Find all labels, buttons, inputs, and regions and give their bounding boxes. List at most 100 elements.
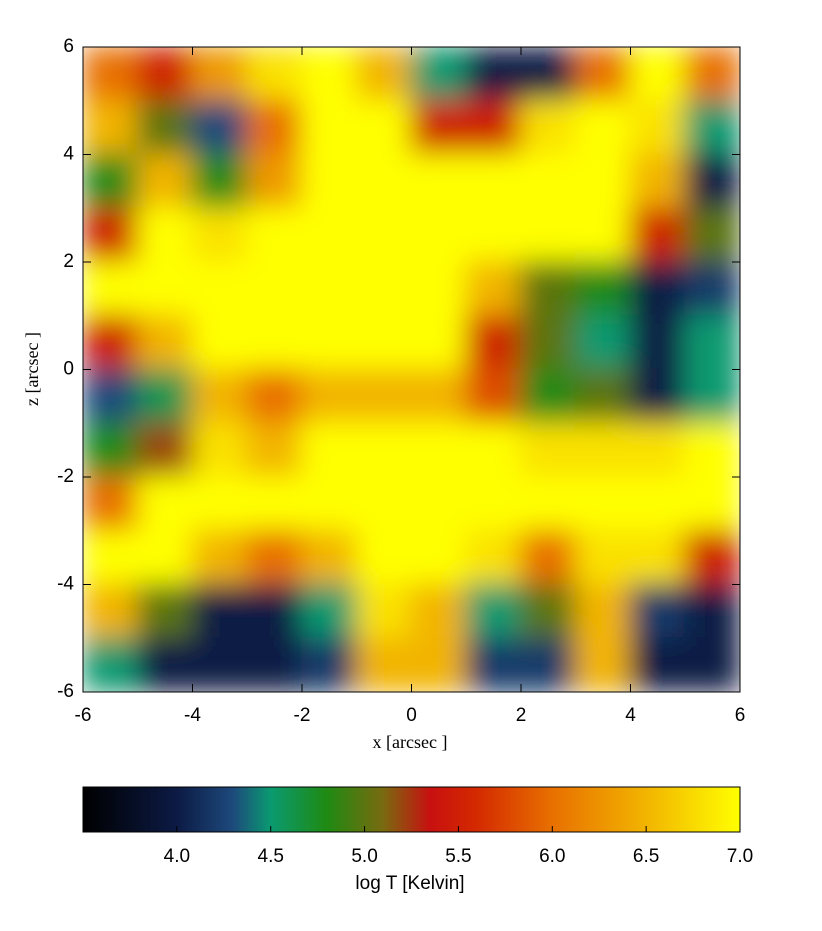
heat-cell [465, 99, 522, 156]
heat-cell [520, 368, 577, 425]
y-axis-label: z [arcsec ] [22, 332, 42, 406]
heat-cell [465, 529, 522, 586]
heat-cell [191, 153, 249, 210]
heat-cell [410, 637, 468, 692]
heat-cell [465, 153, 522, 210]
heat-cell [574, 207, 632, 263]
heat-cell [83, 476, 139, 532]
heat-cell [83, 261, 139, 317]
heat-cell [574, 637, 632, 692]
heat-cell [520, 314, 577, 371]
heat-cell [574, 153, 632, 210]
heat-cell [629, 99, 687, 156]
heat-cell [246, 637, 303, 692]
y-tick-label: 4 [63, 144, 74, 165]
colorbar-tick-label: 7.0 [727, 846, 753, 867]
heat-cell [629, 261, 687, 317]
heat-cell [465, 207, 522, 263]
heat-cell [246, 261, 303, 317]
y-tick-label: 0 [63, 359, 74, 380]
x-tick-label: -2 [294, 705, 311, 726]
colorbar-tick-label: 4.0 [164, 846, 190, 867]
heat-cell [465, 476, 522, 532]
heat-cell [520, 476, 577, 532]
heat-cell [191, 368, 249, 425]
heat-cell [83, 153, 139, 210]
x-axis-label: x [arcsec ] [373, 732, 448, 752]
heat-cell [191, 207, 249, 263]
heat-cell [684, 422, 740, 478]
colorbar-tick-label: 4.5 [258, 846, 284, 867]
colorbar-tick-label: 5.0 [351, 846, 377, 867]
y-tick-label: 2 [63, 251, 74, 272]
colorbar-tick-label: 6.5 [633, 846, 659, 867]
heat-cell [520, 153, 577, 210]
heat-cell [246, 153, 303, 210]
heat-cell [301, 583, 358, 640]
heat-cell [684, 529, 740, 586]
heat-cell [355, 99, 413, 156]
heat-cell [629, 422, 687, 478]
heat-cell [301, 422, 358, 478]
x-tick-label: 0 [406, 705, 417, 726]
heat-cell [136, 261, 194, 317]
heat-cell [301, 207, 358, 263]
heat-cell [301, 261, 358, 317]
heat-cell [684, 153, 740, 210]
heat-cell [246, 47, 303, 102]
heat-cell [684, 476, 740, 532]
heat-cell [246, 422, 303, 478]
heat-cell [246, 529, 303, 586]
heat-cell [629, 47, 687, 102]
x-tick-label: -4 [184, 705, 201, 726]
heat-cell [629, 637, 687, 692]
heat-cell [410, 368, 468, 425]
heat-cell [574, 47, 632, 102]
heat-cell [191, 476, 249, 532]
heat-cell [410, 529, 468, 586]
heat-cell [520, 422, 577, 478]
heat-cell [355, 583, 413, 640]
heat-cell [301, 47, 358, 102]
heat-cell [246, 99, 303, 156]
heat-cell [83, 99, 139, 156]
colorbar-tick-label: 5.5 [445, 846, 471, 867]
heat-cell [520, 637, 577, 692]
heat-cell [410, 153, 468, 210]
heat-cell [410, 583, 468, 640]
heat-cell [355, 153, 413, 210]
heat-cell [684, 207, 740, 263]
heat-cell [355, 207, 413, 263]
heat-cell [355, 314, 413, 371]
heat-cell [355, 529, 413, 586]
heat-cell [83, 529, 139, 586]
heat-cell [410, 207, 468, 263]
heat-cell [465, 368, 522, 425]
heat-cell [301, 99, 358, 156]
heat-cell [83, 314, 139, 371]
heat-cell [684, 637, 740, 692]
x-tick-label: 2 [516, 705, 527, 726]
heat-cell [410, 314, 468, 371]
heat-cell [83, 422, 139, 478]
heat-cell [355, 47, 413, 102]
heat-cell [520, 99, 577, 156]
heat-cell [246, 583, 303, 640]
heat-cell [629, 476, 687, 532]
heat-cell [136, 314, 194, 371]
x-tick-label: 6 [735, 705, 746, 726]
heat-cell [465, 583, 522, 640]
heat-cell [301, 368, 358, 425]
heat-cell [629, 368, 687, 425]
heat-cell [301, 153, 358, 210]
heat-cell [465, 637, 522, 692]
heat-cell [191, 583, 249, 640]
heat-cell [136, 529, 194, 586]
heat-cell [246, 314, 303, 371]
heat-cell [355, 422, 413, 478]
heat-cell [83, 47, 139, 102]
heat-cell [83, 207, 139, 263]
heat-cell [684, 583, 740, 640]
heat-cell [684, 314, 740, 371]
heat-cell [410, 261, 468, 317]
